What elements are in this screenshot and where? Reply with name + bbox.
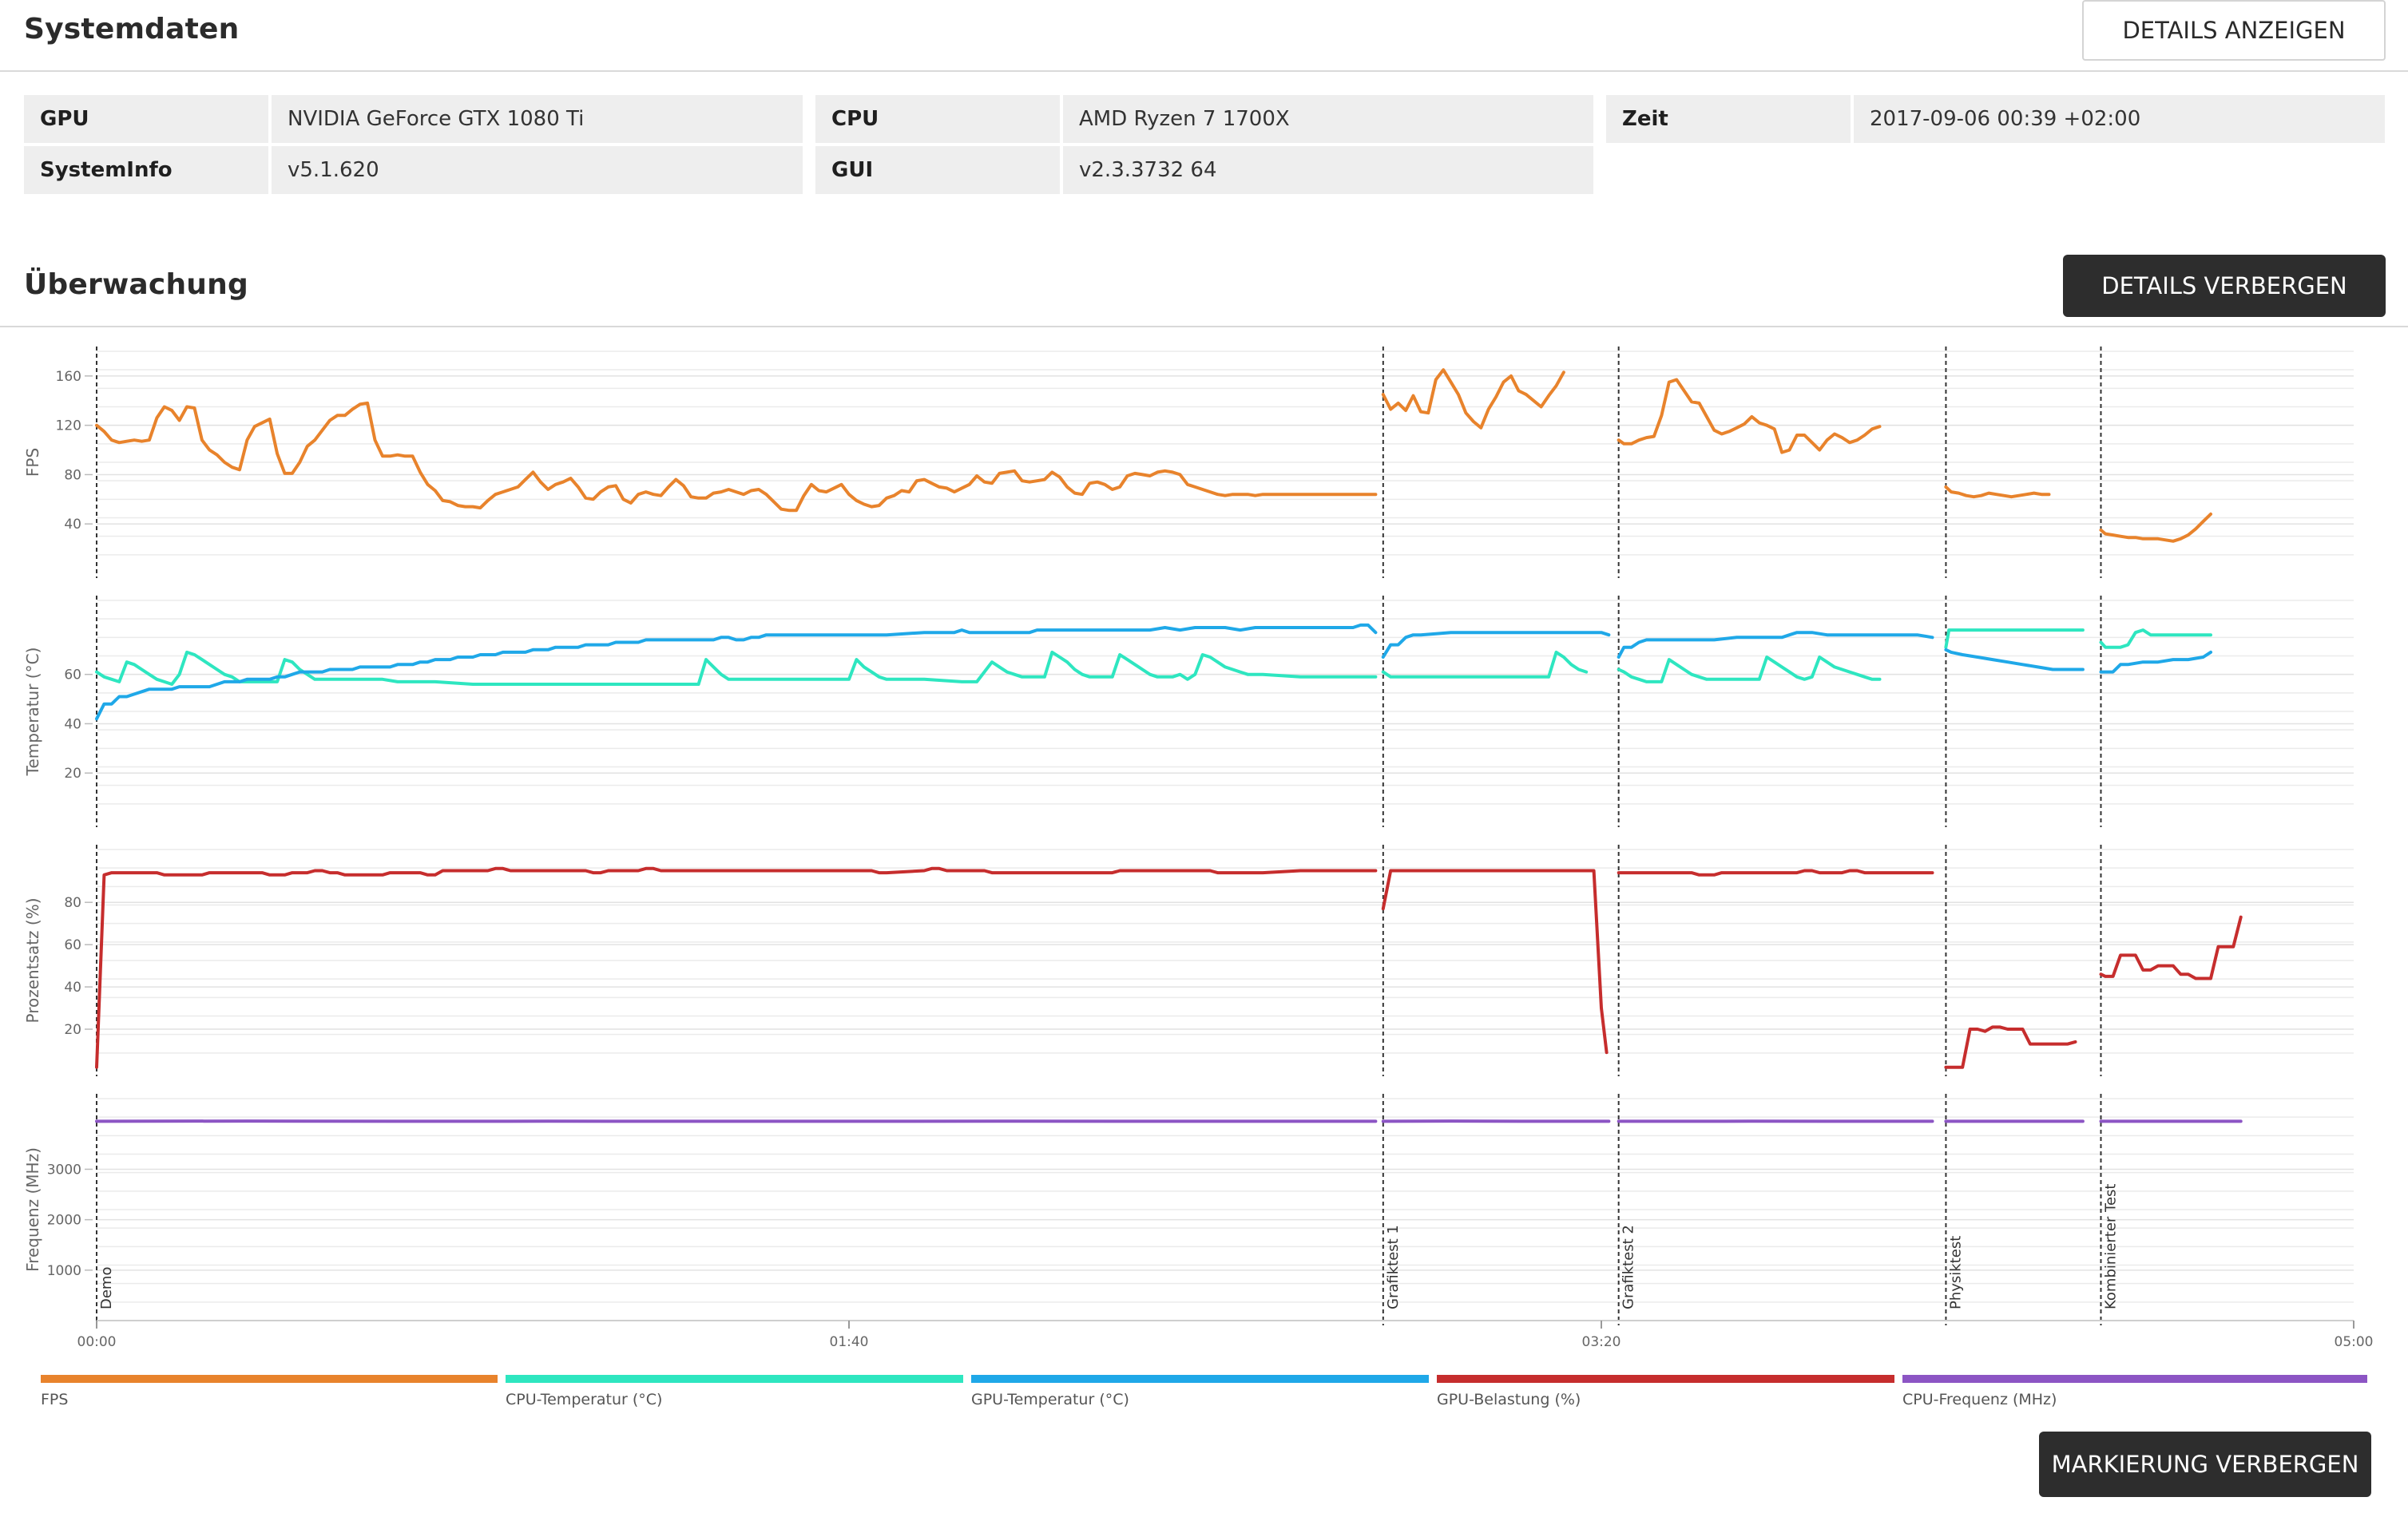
- y-tick-label: 120: [56, 418, 81, 434]
- monitoring-title: Überwachung: [24, 268, 248, 301]
- series-line-gpu-temperatur-c-: [95, 623, 1378, 721]
- legend-label-gpu-temp[interactable]: GPU-Temperatur (°C): [971, 1391, 1129, 1408]
- frequency-axis-label: Frequenz (MHz): [23, 1147, 42, 1272]
- gpu-key: GPU: [24, 95, 268, 143]
- legend-label-gpu-load[interactable]: GPU-Belastung (%): [1437, 1391, 1581, 1408]
- series-line-gpu-belastung-: [1617, 869, 1934, 877]
- fps-axis-label: FPS: [23, 448, 42, 477]
- temperature-axis-label: Temperatur (°C): [23, 648, 42, 777]
- series-line-gpu-belastung-: [1944, 1025, 2077, 1069]
- series-line-cpu-temperatur-c-: [1944, 628, 2085, 649]
- y-tick-label: 1000: [47, 1263, 81, 1279]
- series-line-gpu-temperatur-c-: [1617, 631, 1934, 659]
- system-data-title: Systemdaten: [24, 13, 240, 46]
- marker-label: Physiktest: [1947, 1236, 1964, 1309]
- y-tick-label: 2000: [47, 1213, 81, 1229]
- y-tick-label: 160: [56, 369, 81, 385]
- series-line-fps: [2099, 512, 2212, 543]
- gui-key: GUI: [815, 146, 1060, 194]
- series-line-cpu-temperatur-c-: [1381, 650, 1589, 679]
- x-tick-label: 00:00: [77, 1334, 117, 1349]
- system-header-divider: [0, 70, 2408, 72]
- gpu-value: NVIDIA GeForce GTX 1080 Ti: [272, 95, 803, 143]
- marker-label: Kombinierter Test: [2102, 1184, 2119, 1309]
- series-line-gpu-temperatur-c-: [2099, 650, 2212, 674]
- time-value: 2017-09-06 00:39 +02:00: [1854, 95, 2385, 143]
- legend-label-fps[interactable]: FPS: [41, 1391, 69, 1408]
- series-line-gpu-belastung-: [95, 866, 1378, 1069]
- marker-label: Grafiktest 2: [1621, 1225, 1637, 1309]
- legend-swatch-gpu-temp[interactable]: [971, 1375, 1429, 1383]
- hide-details-button[interactable]: DETAILS VERBERGEN: [2063, 255, 2386, 317]
- series-line-fps: [1944, 485, 2051, 499]
- hide-marking-button[interactable]: MARKIERUNG VERBERGEN: [2039, 1432, 2371, 1497]
- x-tick-label: 03:20: [1582, 1334, 1621, 1349]
- y-tick-label: 40: [64, 980, 81, 996]
- y-tick-label: 40: [64, 716, 81, 732]
- y-tick-label: 60: [64, 667, 81, 683]
- gui-value: v2.3.3732 64: [1063, 146, 1593, 194]
- marker-label: Grafiktest 1: [1385, 1225, 1402, 1309]
- y-tick-label: 20: [64, 766, 81, 782]
- show-details-button[interactable]: DETAILS ANZEIGEN: [2082, 0, 2386, 61]
- series-line-gpu-belastung-: [2099, 915, 2243, 980]
- legend-label-cpu-temp[interactable]: CPU-Temperatur (°C): [506, 1391, 663, 1408]
- y-tick-label: 3000: [47, 1162, 81, 1178]
- legend-swatch-cpu-temp[interactable]: [506, 1375, 963, 1383]
- series-line-fps: [1381, 368, 1565, 430]
- y-tick-label: 40: [64, 517, 81, 533]
- series-line-gpu-temperatur-c-: [1381, 631, 1611, 659]
- x-tick-label: 05:00: [2335, 1334, 2374, 1349]
- legend-swatch-gpu-load[interactable]: [1437, 1375, 1894, 1383]
- series-line-gpu-belastung-: [1381, 869, 1609, 1055]
- monitoring-chart: 40 80 120 160 FPS 20 40 60 Temperatur (°C) 20 40 60…: [23, 347, 2374, 1349]
- series-line-gpu-temperatur-c-: [1944, 648, 2085, 671]
- series-line-cpu-temperatur-c-: [1617, 656, 1882, 683]
- y-tick-label: 60: [64, 937, 81, 953]
- time-key: Zeit: [1606, 95, 1851, 143]
- series-line-fps: [1617, 378, 1882, 454]
- legend-label-cpu-freq[interactable]: CPU-Frequenz (MHz): [1902, 1391, 2057, 1408]
- x-tick-label: 01:40: [830, 1334, 869, 1349]
- cpu-key: CPU: [815, 95, 1060, 143]
- systeminfo-key: SystemInfo: [24, 146, 268, 194]
- series-line-fps: [95, 401, 1378, 513]
- legend-swatch-fps[interactable]: [41, 1375, 498, 1383]
- systeminfo-value: v5.1.620: [272, 146, 803, 194]
- marker-label: Demo: [98, 1267, 115, 1309]
- percentage-axis-label: Prozentsatz (%): [23, 897, 42, 1023]
- y-tick-label: 80: [64, 467, 81, 483]
- monitoring-header-divider: [0, 326, 2408, 327]
- y-tick-label: 20: [64, 1022, 81, 1038]
- series-line-cpu-temperatur-c-: [95, 650, 1378, 686]
- legend-swatch-cpu-freq[interactable]: [1902, 1375, 2367, 1383]
- series-line-cpu-temperatur-c-: [2099, 628, 2212, 649]
- y-tick-label: 80: [64, 895, 81, 911]
- cpu-value: AMD Ryzen 7 1700X: [1063, 95, 1593, 143]
